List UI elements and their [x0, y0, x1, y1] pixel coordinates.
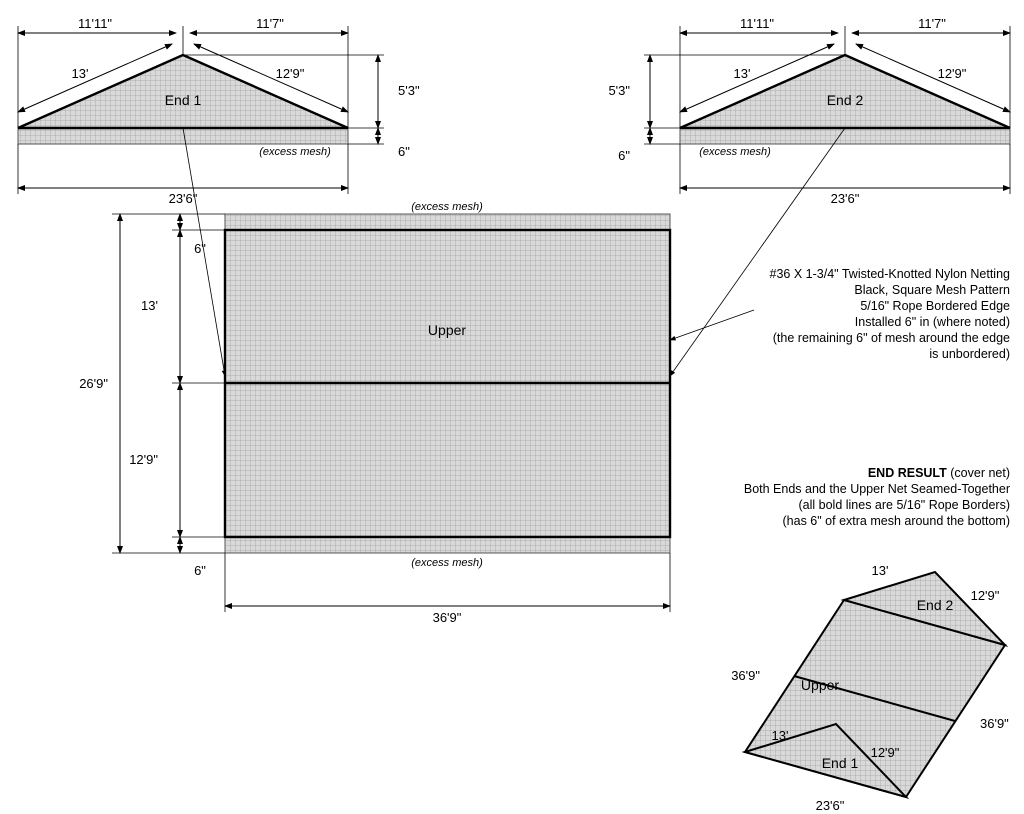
iso-d129-bot: 12'9" [871, 745, 900, 760]
end-result-title-suffix: (cover net) [947, 466, 1010, 480]
end-result-block: END RESULT (cover net) Both Ends and the… [744, 466, 1010, 528]
iso-d129-top: 12'9" [971, 588, 1000, 603]
end2-dim-top-left: 11'11" [740, 16, 774, 31]
upper-dim-6a: 6" [194, 241, 206, 256]
end1-dim-top-left: 11'11" [78, 16, 112, 31]
end-result-line-0: Both Ends and the Upper Net Seamed-Toget… [744, 482, 1010, 496]
end1-dim-slope-left: 13' [72, 66, 89, 81]
end2-dim-slope-right: 12'9" [938, 66, 967, 81]
technical-drawing: End 1 (excess mesh) 11'11" 11'7" 13' 12'… [0, 0, 1024, 814]
iso-end1-label: End 1 [822, 755, 859, 771]
end2-excess-note: (excess mesh) [699, 146, 771, 158]
end1-dim-h: 5'3" [398, 83, 420, 98]
end1-dim-base: 23'6" [169, 191, 198, 206]
upper-dim-total-h: 26'9" [79, 376, 108, 391]
spec-line-3: Installed 6" in (where noted) [855, 315, 1010, 329]
svg-text:END RESULT (cover net): END RESULT (cover net) [868, 466, 1010, 480]
end1-dim-top-right: 11'7" [256, 16, 284, 31]
end1-dim-excess: 6" [398, 144, 410, 159]
end2-dim-slope-left: 13' [734, 66, 751, 81]
spec-line-0: #36 X 1-3/4" Twisted-Knotted Nylon Netti… [770, 267, 1011, 281]
upper-excess-bot: (excess mesh) [411, 557, 483, 569]
upper-panel: Upper (excess mesh) (excess mesh) 6" 13'… [79, 201, 670, 625]
end1-dim-slope-right: 12'9" [276, 66, 305, 81]
upper-dim-129: 12'9" [129, 452, 158, 467]
end2-dim-base: 23'6" [831, 191, 860, 206]
end2-label: End 2 [827, 92, 864, 108]
end-result-title: END RESULT [868, 466, 947, 480]
upper-dim-13: 13' [141, 298, 158, 313]
spec-line-1: Black, Square Mesh Pattern [854, 283, 1010, 297]
end1-excess-note: (excess mesh) [259, 146, 331, 158]
end2-dim-excess: 6" [618, 148, 630, 163]
upper-excess-top: (excess mesh) [411, 201, 483, 213]
end2-dim-top-right: 11'7" [918, 16, 946, 31]
upper-dim-width: 36'9" [433, 610, 462, 625]
spec-text-block: #36 X 1-3/4" Twisted-Knotted Nylon Netti… [670, 267, 1010, 361]
spec-line-4: (the remaining 6" of mesh around the edg… [773, 331, 1010, 345]
iso-d236: 23'6" [816, 798, 845, 813]
end2-dim-h: 5'3" [608, 83, 630, 98]
end1-label: End 1 [165, 92, 202, 108]
iso-d369-left: 36'9" [731, 668, 760, 683]
iso-upper-label: Upper [801, 677, 839, 693]
iso-end2-label: End 2 [917, 597, 954, 613]
spec-line-5: is unbordered) [929, 347, 1010, 361]
iso-d13-bot: 13' [772, 728, 789, 743]
iso-d369-right: 36'9" [980, 716, 1009, 731]
end-result-line-1: (all bold lines are 5/16" Rope Borders) [799, 498, 1011, 512]
upper-dim-6b: 6" [194, 563, 206, 578]
upper-label: Upper [428, 322, 466, 338]
iso-cover-net: Upper End 2 End 1 13' 12'9" 13' 12'9" 36… [731, 563, 1009, 813]
iso-d13-top: 13' [872, 563, 889, 578]
end-result-line-2: (has 6" of extra mesh around the bottom) [783, 514, 1010, 528]
spec-line-2: 5/16" Rope Bordered Edge [860, 299, 1010, 313]
